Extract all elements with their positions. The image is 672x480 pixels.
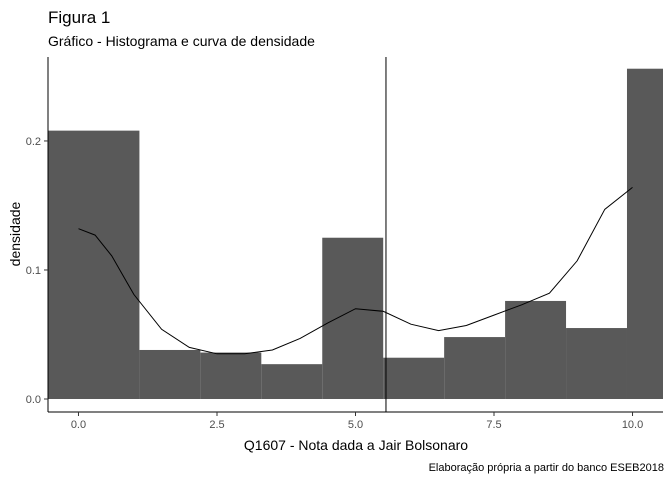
chart-caption: Elaboração própria a partir do banco ESE… (429, 462, 664, 474)
x-tick-label: 2.5 (209, 419, 224, 431)
histogram-bar-9 (626, 68, 663, 399)
chart-subtitle: Gráfico - Histograma e curva de densidad… (48, 33, 315, 49)
histogram-bar-2 (200, 352, 262, 399)
y-tick-label: 0.2 (26, 136, 41, 148)
x-tick-label: 5.0 (348, 419, 363, 431)
y-axis-title: densidade (7, 201, 23, 266)
histogram-bar-4 (322, 237, 384, 399)
y-tick-label: 0.1 (26, 265, 41, 277)
histogram-bar-6 (444, 337, 506, 399)
histogram-bar-0 (48, 130, 140, 399)
x-tick-label: 7.5 (486, 419, 501, 431)
histogram-bar-7 (505, 300, 567, 399)
histogram-bar-5 (383, 357, 445, 399)
x-tick-label: 0.0 (71, 419, 86, 431)
x-axis-title: Q1607 - Nota dada a Jair Bolsonaro (244, 437, 468, 453)
histogram-bar-3 (261, 364, 323, 399)
x-tick-label: 10.0 (622, 419, 643, 431)
y-tick-label: 0.0 (26, 394, 41, 406)
y-axis-ticks: 0.0 0.1 0.2 (26, 136, 48, 406)
histogram-bars (48, 68, 663, 399)
chart-title: Figura 1 (48, 8, 110, 27)
x-axis-ticks: 0.0 2.5 5.0 7.5 10.0 (71, 412, 643, 431)
histogram-bar-1 (139, 349, 201, 399)
density-curve (78, 187, 633, 355)
histogram-bar-8 (566, 328, 627, 399)
